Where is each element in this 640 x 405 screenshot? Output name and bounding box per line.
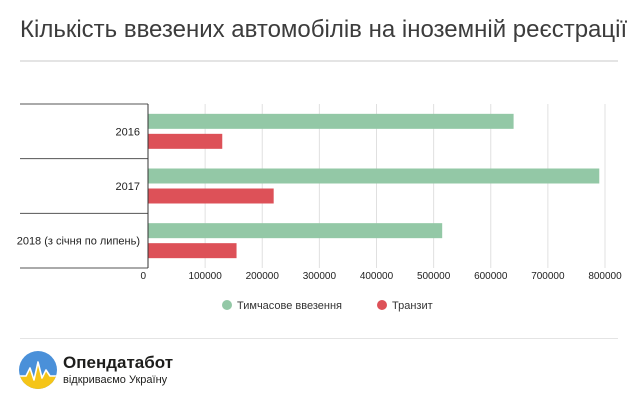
bar-temporary-import (148, 168, 600, 184)
x-tick-label: 600000 (474, 271, 508, 282)
x-tick-label: 500000 (417, 271, 451, 282)
x-tick-label: 400000 (360, 271, 394, 282)
brand-name: Опендатабот (63, 353, 174, 372)
x-tick-label: 100000 (188, 271, 222, 282)
bar-temporary-import (148, 223, 443, 239)
opendatabot-logo-icon (19, 351, 57, 389)
brand-tagline: відкриваємо Україну (63, 374, 168, 386)
bar-temporary-import (148, 113, 514, 129)
x-tick-label: 200000 (246, 271, 280, 282)
category-label: 2016 (116, 126, 140, 138)
legend-marker (222, 300, 232, 310)
footer-divider (20, 338, 618, 339)
legend-label: Тимчасове ввезення (237, 300, 342, 312)
category-label: 2018 (з січня по липень) (17, 236, 140, 248)
bar-chart: 2016 2017 2018 (з січня по липень) 0 100000 2… (17, 103, 622, 312)
x-tick-label: 800000 (588, 271, 622, 282)
title-divider (20, 60, 618, 62)
legend-marker (377, 300, 387, 310)
chart-title: Кількість ввезених автомобілів на інозем… (20, 16, 628, 43)
x-tick-label: 700000 (531, 271, 565, 282)
category-label: 2017 (116, 181, 140, 193)
x-tick-label: 300000 (303, 271, 337, 282)
bar-transit (148, 188, 274, 204)
bar-transit (148, 133, 223, 149)
legend-label: Транзит (392, 300, 433, 312)
bar-transit (148, 243, 237, 259)
x-tick-label: 0 (140, 271, 146, 282)
